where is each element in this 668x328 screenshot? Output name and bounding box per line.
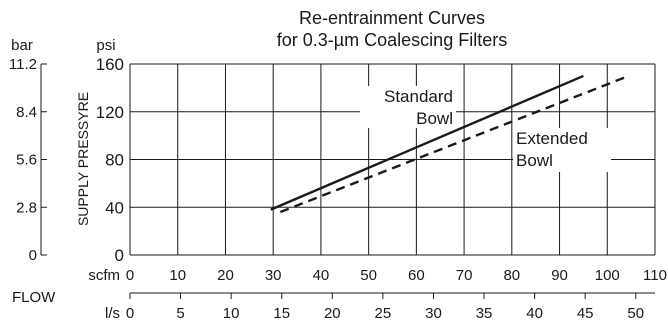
series-line-standard-bowl xyxy=(270,74,584,211)
scfm-tick-label-9: 90 xyxy=(551,267,568,284)
bar-tick-label-3: 8.4 xyxy=(16,104,37,121)
extended-bowl-label: Extended Bowl xyxy=(513,128,611,172)
y-unit-label-bar: bar xyxy=(11,37,33,54)
extended-bowl-label-mask xyxy=(513,128,611,172)
chart-subtitle: for 0.3-µm Coalescing Filters xyxy=(277,30,507,50)
bar-axis: 0 2.8 5.6 8.4 11.2 xyxy=(9,56,47,264)
extended-bowl-label-line2: Bowl xyxy=(516,151,553,170)
scfm-tick-label-2: 20 xyxy=(217,267,234,284)
ls-tick-label-5: 25 xyxy=(375,305,392,322)
x-axis-title: FLOW xyxy=(12,289,56,306)
scfm-tick-label-6: 60 xyxy=(408,267,425,284)
standard-bowl-label: Standard Bowl xyxy=(360,86,456,128)
x-unit-label-ls: l/s xyxy=(105,305,120,322)
scfm-tick-label-3: 30 xyxy=(265,267,282,284)
series-lines xyxy=(270,74,630,214)
ls-tick-label-2: 10 xyxy=(223,305,240,322)
scfm-axis: 0 10 20 30 40 50 60 70 80 90 100 110 xyxy=(126,267,667,284)
ls-tick-label-8: 40 xyxy=(526,305,543,322)
ls-tick-label-4: 20 xyxy=(324,305,341,322)
psi-tick-label-2: 80 xyxy=(105,151,124,170)
scfm-tick-label-1: 10 xyxy=(169,267,186,284)
standard-bowl-label-line2: Bowl xyxy=(416,109,453,128)
psi-tick-label-3: 120 xyxy=(96,103,124,122)
standard-bowl-label-line1: Standard xyxy=(384,87,453,106)
ls-tick-label-10: 50 xyxy=(627,305,644,322)
chart-title: Re-entrainment Curves xyxy=(299,8,485,28)
ls-axis: 0 5 10 15 20 25 30 35 40 45 50 xyxy=(126,292,655,322)
psi-tick-label-0: 0 xyxy=(115,246,124,265)
ls-tick-label-9: 45 xyxy=(577,305,594,322)
ls-tick-label-0: 0 xyxy=(126,305,134,322)
bar-tick-label-0: 0 xyxy=(29,247,37,264)
ls-tick-label-3: 15 xyxy=(273,305,290,322)
ls-tick-label-1: 5 xyxy=(176,305,184,322)
bar-tick-label-1: 2.8 xyxy=(16,199,37,216)
bar-tick-label-2: 5.6 xyxy=(16,152,37,169)
ls-tick-label-7: 35 xyxy=(476,305,493,322)
psi-axis: 0 40 80 120 160 xyxy=(96,55,124,265)
extended-bowl-label-line1: Extended xyxy=(516,129,588,148)
scfm-tick-label-5: 50 xyxy=(360,267,377,284)
scfm-tick-label-8: 80 xyxy=(503,267,520,284)
scfm-tick-label-0: 0 xyxy=(126,267,134,284)
y-axis-title: SUPPLY PRESSYRE xyxy=(75,92,91,226)
psi-tick-label-1: 40 xyxy=(105,198,124,217)
x-unit-label-scfm: scfm xyxy=(88,267,120,284)
y-unit-label-psi: psi xyxy=(96,37,115,54)
standard-bowl-label-mask xyxy=(360,86,456,128)
ls-tick-label-6: 30 xyxy=(425,305,442,322)
scfm-tick-label-10: 100 xyxy=(595,267,620,284)
bar-tick-label-4: 11.2 xyxy=(9,56,37,73)
series-line-extended-bowl xyxy=(279,74,630,214)
scfm-tick-label-7: 70 xyxy=(456,267,473,284)
scfm-tick-label-11: 110 xyxy=(643,267,667,284)
scfm-tick-label-4: 40 xyxy=(313,267,330,284)
psi-tick-label-4: 160 xyxy=(96,55,124,74)
